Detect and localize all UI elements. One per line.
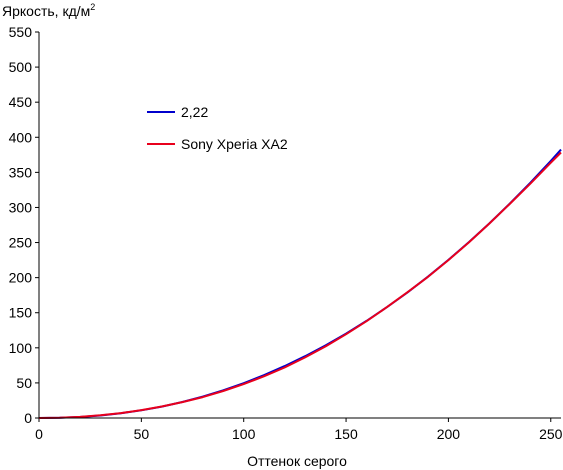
series-line-1 (38, 148, 562, 419)
y-tick-label: 350 (9, 164, 33, 180)
y-tick-label: 500 (9, 59, 33, 75)
x-tick-label: 250 (539, 426, 563, 442)
legend: 2,22 Sony Xperia XA2 (147, 104, 288, 152)
y-tick-label: 50 (16, 375, 32, 391)
x-tick-label: 100 (232, 426, 256, 442)
y-tick-label: 100 (9, 340, 33, 356)
y-tick-label: 400 (9, 129, 33, 145)
legend-label-series-1: 2,22 (181, 104, 208, 120)
y-tick-label: 300 (9, 199, 33, 215)
x-tick-label: 0 (35, 426, 43, 442)
y-tick-label: 450 (9, 94, 33, 110)
legend-label-series-2: Sony Xperia XA2 (181, 136, 288, 152)
y-ticks: 0 50 100 150 200 250 300 350 400 450 500 550 (9, 24, 39, 426)
y-tick-label: 250 (9, 235, 33, 251)
x-ticks: 0 50 100 150 200 250 (35, 418, 563, 442)
x-axis-title: Оттенок серого (247, 453, 347, 469)
x-tick-label: 150 (334, 426, 358, 442)
series-lines (38, 148, 562, 419)
x-tick-label: 200 (437, 426, 461, 442)
y-tick-label: 150 (9, 305, 33, 321)
x-tick-label: 50 (134, 426, 150, 442)
y-axis-title: Яркость, кд/м2 (2, 2, 95, 19)
series-line-2 (38, 151, 562, 419)
y-tick-label: 550 (9, 24, 33, 40)
y-tick-label: 200 (9, 270, 33, 286)
y-axis-title-superscript: 2 (90, 2, 95, 12)
y-tick-label: 0 (24, 410, 32, 426)
